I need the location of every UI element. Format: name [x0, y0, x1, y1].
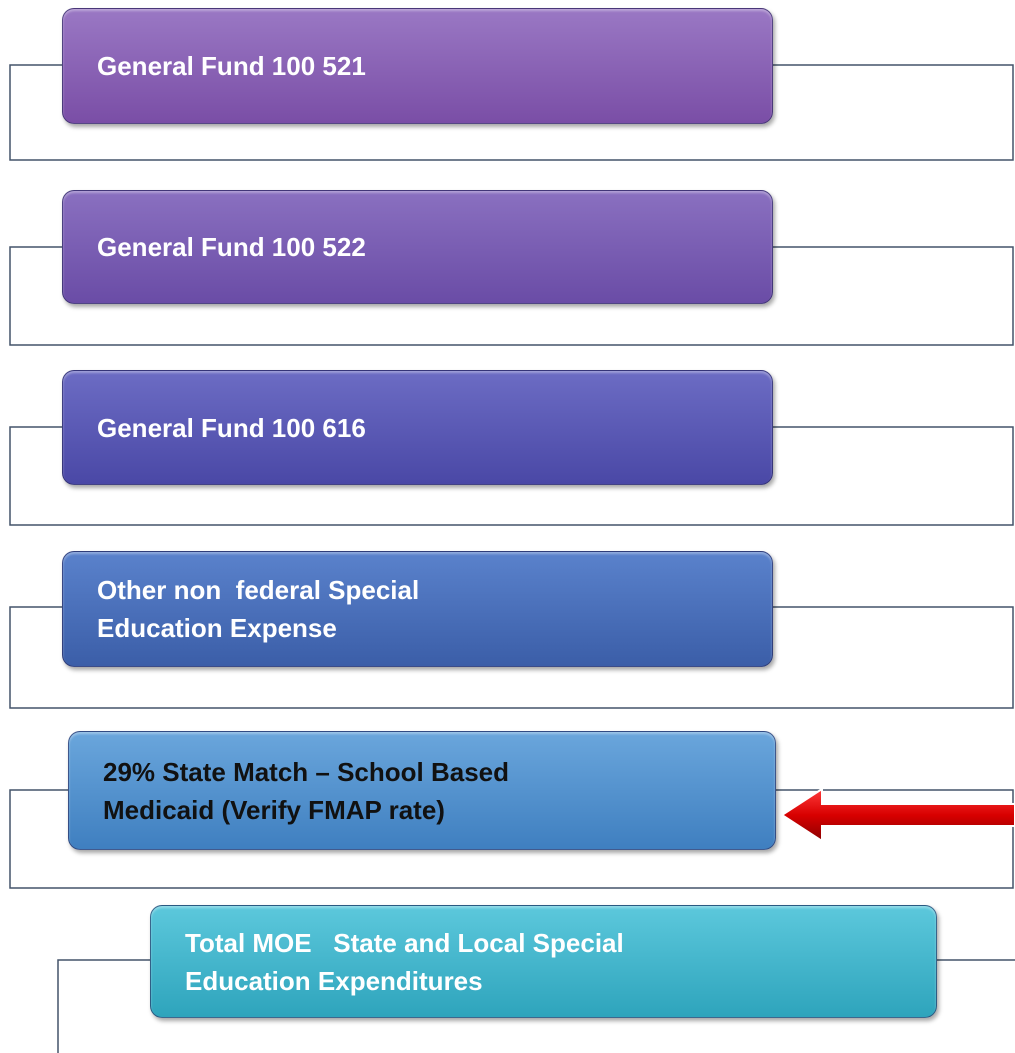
box-text: Other non federal Special — [97, 575, 420, 605]
bracket — [9, 246, 1014, 346]
bracket — [9, 789, 1014, 889]
fund-box: General Fund 100 521 — [62, 8, 773, 124]
box-text: General Fund 100 521 — [97, 51, 366, 81]
box-text: General Fund 100 522 — [97, 232, 366, 262]
total-box: Total MOE State and Local Special Educat… — [150, 905, 937, 1018]
fund-box: General Fund 100 616 — [62, 370, 773, 485]
box-text: Education Expense — [97, 613, 337, 643]
bracket — [9, 64, 1014, 161]
fund-box: General Fund 100 522 — [62, 190, 773, 304]
brackets — [9, 64, 1015, 1053]
red-arrow — [780, 787, 1015, 843]
box-text: Medicaid (Verify FMAP rate) — [103, 794, 445, 825]
bracket — [9, 606, 1014, 709]
bracket — [9, 426, 1014, 526]
fund-box: 29% State Match – School Based Medicaid … — [68, 731, 776, 850]
box-text: 29% State Match – School Based — [103, 756, 510, 787]
bracket — [57, 959, 150, 1053]
box-text: General Fund 100 616 — [97, 412, 366, 443]
fund-box: Other non federal Special Education Expe… — [62, 551, 773, 667]
box-text: Education Expenditures — [185, 965, 483, 996]
box-text: Total MOE State and Local Special — [185, 927, 624, 958]
